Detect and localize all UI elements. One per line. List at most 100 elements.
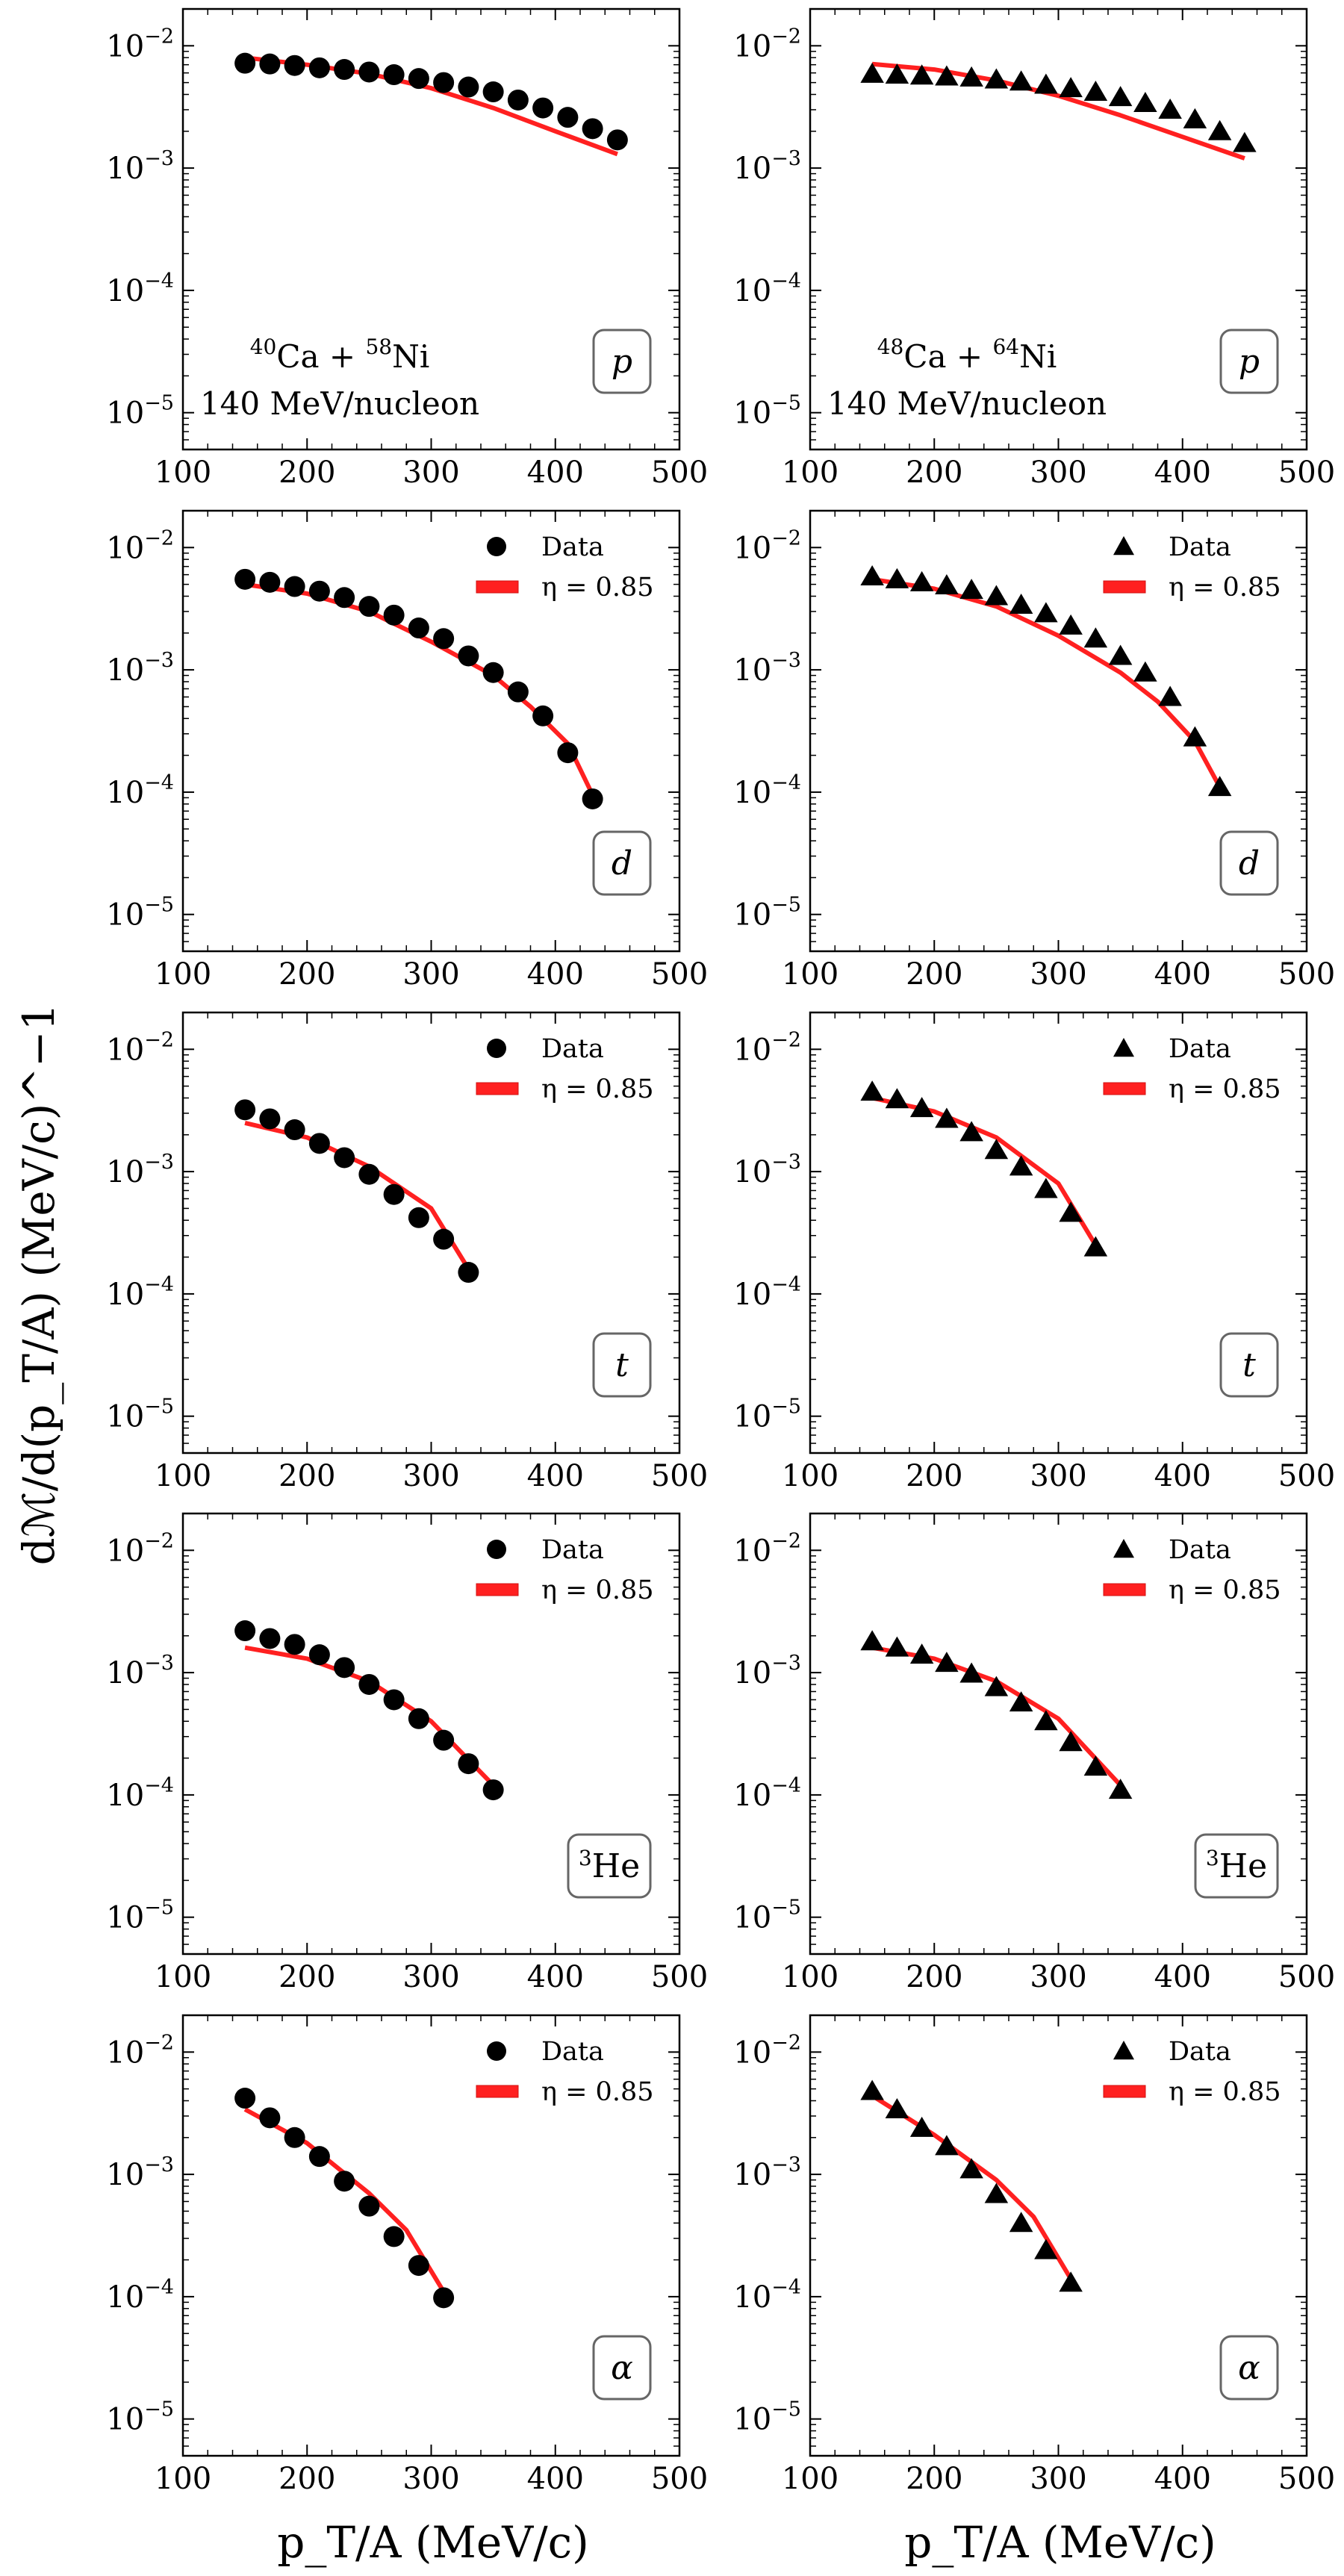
x-tick-label: 500 [1278,1960,1335,1994]
data-point [482,81,504,103]
particle-badge [592,1332,652,1398]
legend-label-data: Data [541,2037,604,2067]
data-point [909,1097,934,1118]
x-tick-label: 300 [1030,455,1086,490]
legend-marker-model [1103,1082,1146,1095]
data-point [234,2088,256,2109]
data-point [606,129,628,151]
data-point [334,1147,355,1169]
data-point [984,1139,1009,1160]
data-point [259,2107,281,2129]
particle-label: p [612,343,632,381]
data-point [408,2255,429,2277]
particle-badge [592,2335,652,2401]
data-point [458,76,479,98]
data-point [860,62,884,83]
data-point [557,742,579,764]
legend-marker-data [1113,536,1134,556]
data-point [507,681,529,703]
particle-badge [1219,329,1279,394]
data-point [308,57,330,78]
legend-marker-data [1113,1038,1134,1057]
data-point [935,2135,959,2156]
panel-p-1: 10−2 10−3 10−4 10−5 100 200 300 400 500 p 48Ca + 6… [733,7,1335,490]
data-point [383,604,405,626]
data-point [482,662,504,683]
y-tick-label: 10−3 [106,2153,174,2192]
x-tick-label: 100 [782,1960,839,1994]
legend-marker-data [1113,1539,1134,1558]
y-tick-label: 10−5 [106,2398,174,2437]
system-label: 48Ca + 64Ni [877,335,1057,375]
data-point [308,1133,330,1154]
data-point [1059,1731,1083,1752]
particle-label: 3He [1206,1846,1267,1885]
legend-label-model: η = 0.85 [1169,573,1281,603]
data-point [984,68,1009,89]
y-tick-label: 10−5 [733,1897,801,1935]
y-tick-label: 10−4 [733,1774,801,1813]
panel-α-1: 10−2 10−3 10−4 10−5 100 200 300 400 500 Data η = 0… [733,2014,1335,2496]
y-tick-label: 10−5 [106,1897,174,1935]
x-tick-label: 400 [1154,1960,1211,1994]
y-tick-label: 10−3 [106,1151,174,1189]
legend-marker-data [487,1540,506,1559]
data-point [284,2127,305,2148]
legend-label-model: η = 0.85 [541,1074,653,1104]
legend: Data η = 0.85 [1103,1034,1281,1104]
x-tick-label: 500 [651,957,708,992]
x-axis-title-left: p_T/A (MeV/c) [277,2517,589,2568]
legend-marker-model [476,1082,519,1095]
x-tick-label: 200 [279,2462,335,2496]
data-point [935,1107,959,1128]
y-tick-label: 10−2 [733,1529,801,1568]
x-tick-label: 300 [402,1459,459,1493]
legend-marker-data [487,2041,506,2061]
x-tick-label: 200 [906,1960,962,1994]
legend: Data η = 0.85 [1103,2037,1281,2107]
legend-marker-data [1113,2041,1134,2060]
x-tick-label: 100 [155,455,211,490]
data-point [433,628,455,650]
x-tick-label: 500 [1278,455,1335,490]
y-tick-label: 10−4 [733,270,801,308]
data-point [408,617,429,639]
particle-badge [1219,1332,1279,1398]
y-tick-label: 10−5 [106,392,174,431]
panel-d-1: 10−2 10−3 10−4 10−5 100 200 300 400 500 Data η = 0… [733,509,1335,992]
data-point [383,1689,405,1711]
x-tick-label: 100 [782,455,839,490]
data-point [935,574,959,595]
data-point [1009,2212,1033,2233]
data-point [1009,594,1033,615]
y-tick-label: 10−2 [733,526,801,565]
y-tick-label: 10−3 [106,1652,174,1690]
x-tick-label: 300 [402,455,459,490]
data-point [984,585,1009,606]
particle-badge [1194,1833,1279,1899]
y-tick-label: 10−2 [106,1529,174,1568]
data-point [582,788,603,809]
y-tick-label: 10−3 [733,147,801,186]
data-point [383,1183,405,1205]
panel-p-0: 10−2 10−3 10−4 10−5 100 200 300 400 500 p 40Ca + 5… [106,7,708,490]
y-tick-label: 10−5 [733,894,801,933]
particle-label: p [1239,343,1260,381]
legend-label-data: Data [1169,532,1231,562]
y-tick-label: 10−4 [106,1774,174,1813]
y-tick-label: 10−5 [733,392,801,431]
data-point [1083,81,1108,102]
y-tick-label: 10−2 [106,25,174,63]
data-point [358,1673,380,1695]
y-tick-label: 10−3 [106,649,174,688]
data-point [582,118,603,140]
data-point [909,1643,934,1664]
particle-label: t [1242,1346,1256,1384]
y-tick-label: 10−3 [733,2153,801,2192]
data-point [1108,86,1133,107]
data-point [284,55,305,76]
legend: Data η = 0.85 [476,1535,653,1605]
data-point [308,580,330,602]
data-point [259,53,281,75]
data-point [234,1620,256,1642]
